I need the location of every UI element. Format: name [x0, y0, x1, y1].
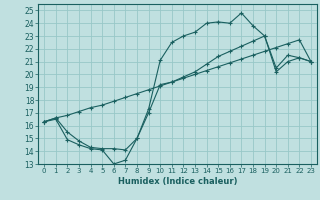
X-axis label: Humidex (Indice chaleur): Humidex (Indice chaleur): [118, 177, 237, 186]
